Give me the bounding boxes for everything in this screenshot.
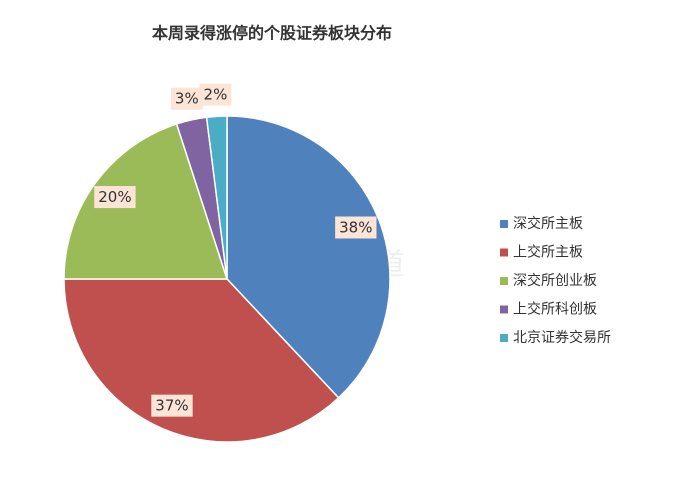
pie-slice xyxy=(63,123,229,280)
legend-label: 深交所主板 xyxy=(513,215,583,232)
data-label-bg xyxy=(335,216,377,239)
pie-slice xyxy=(205,115,228,280)
data-label: 2% xyxy=(204,86,228,104)
legend-swatch xyxy=(500,277,508,285)
data-label-bg xyxy=(151,394,193,417)
data-label: 20% xyxy=(98,188,131,206)
data-label-group: 38% xyxy=(335,216,377,239)
data-label: 3% xyxy=(175,90,199,108)
legend-label: 上交所科创板 xyxy=(513,301,597,318)
legend-label: 上交所主板 xyxy=(513,244,583,261)
data-label: 37% xyxy=(155,397,188,415)
legend-label: 深交所创业板 xyxy=(513,272,597,289)
data-label-group: 2% xyxy=(199,83,232,106)
pie-slice xyxy=(226,115,391,399)
data-label-group: 37% xyxy=(151,394,193,417)
legend-label: 北京证券交易所 xyxy=(513,329,611,346)
data-label-bg xyxy=(199,83,232,106)
legend-swatch xyxy=(500,248,508,257)
data-label-group: 20% xyxy=(94,186,136,209)
legend-swatch xyxy=(500,305,508,314)
pie-slice xyxy=(63,278,340,443)
legend-swatch xyxy=(500,334,508,342)
legend-swatch xyxy=(500,220,508,228)
data-label-group: 3% xyxy=(170,87,203,110)
chart-title: 本周录得涨停的个股证券板块分布 xyxy=(152,24,392,43)
data-label-bg xyxy=(94,186,136,209)
data-label-bg xyxy=(170,87,203,110)
data-label: 38% xyxy=(339,218,372,236)
